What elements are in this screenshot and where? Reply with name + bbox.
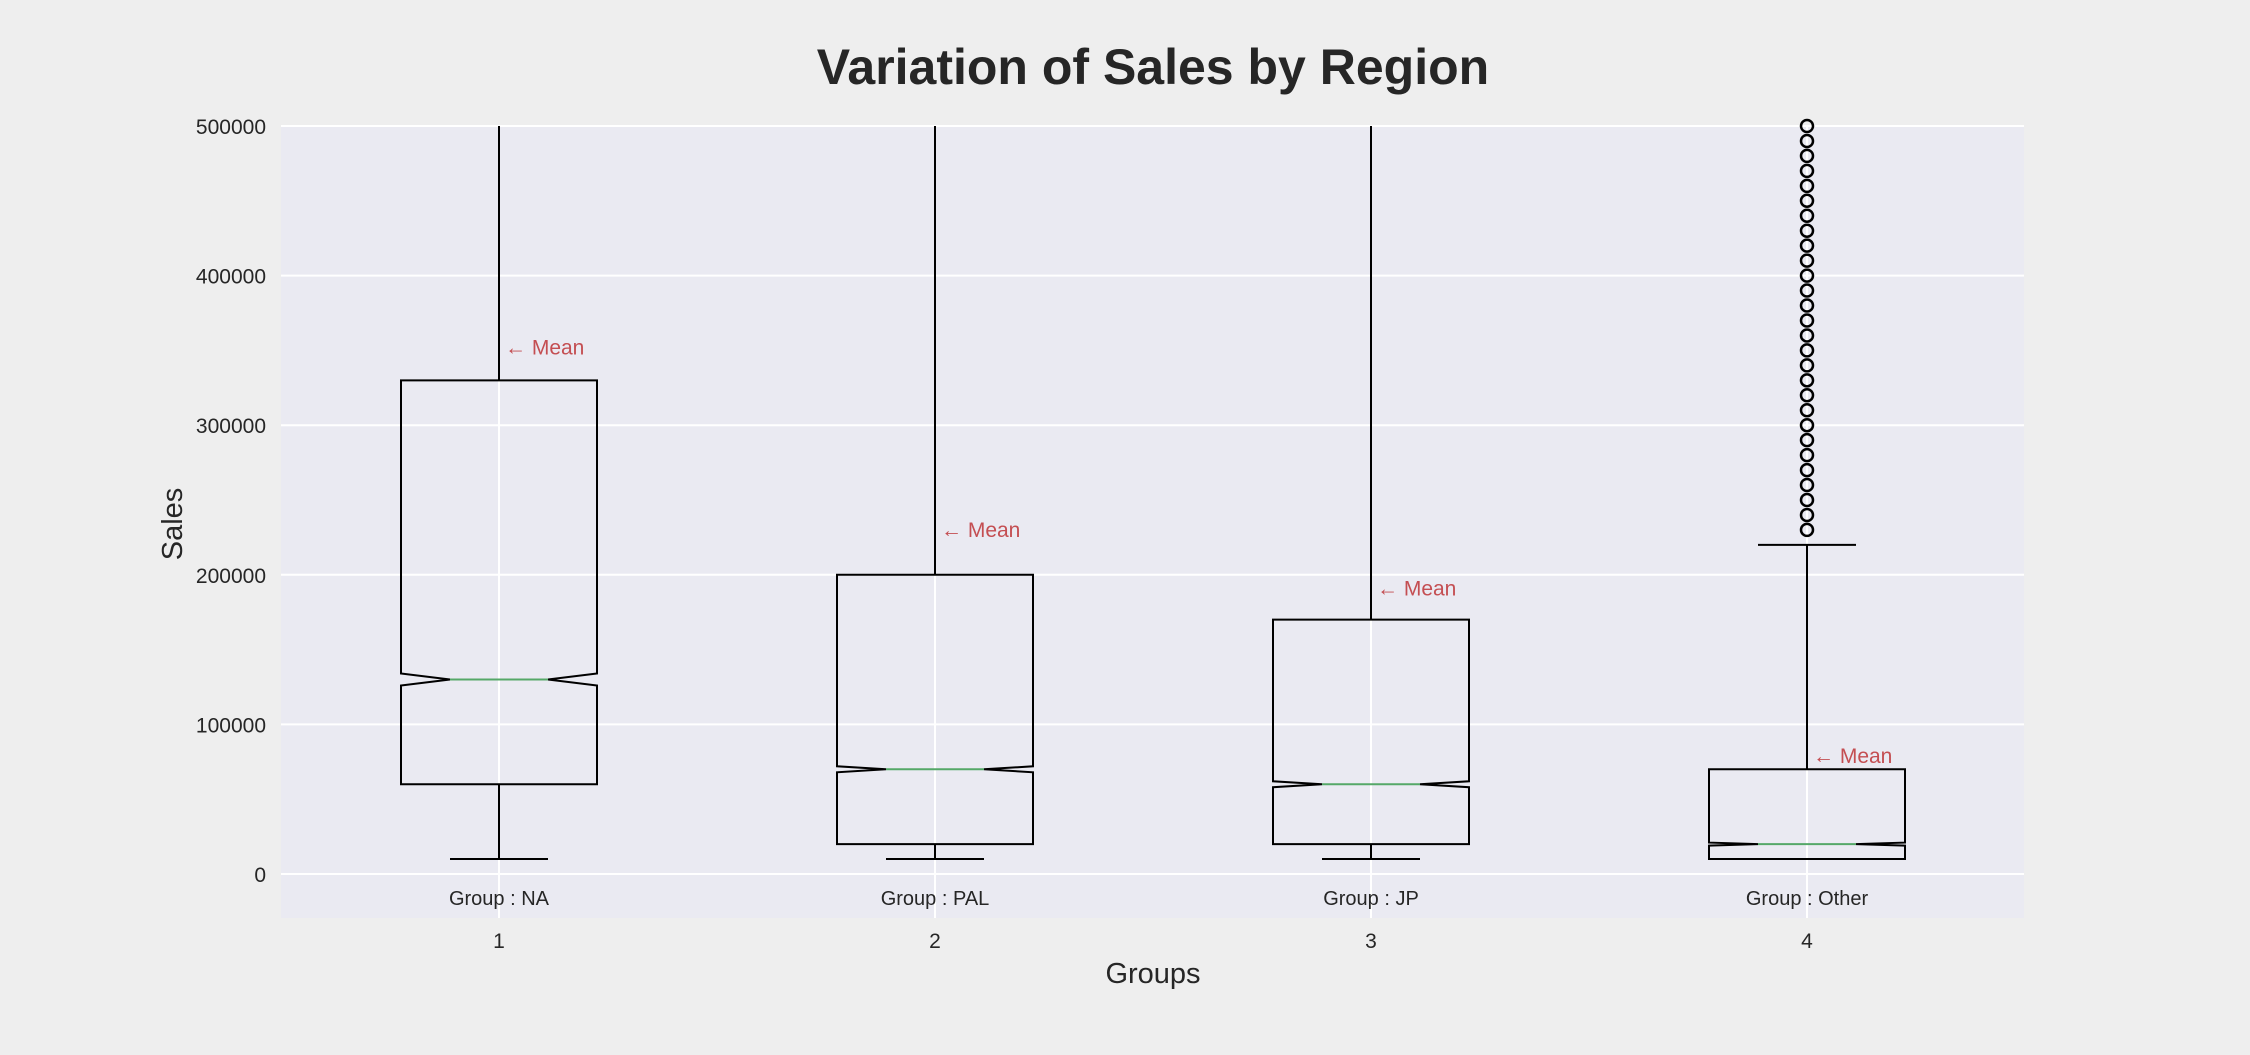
x-axis-label: Groups: [1105, 958, 1200, 990]
x-tick-label: 3: [1365, 930, 1377, 953]
outlier-point: [1799, 268, 1815, 283]
outlier-point: [1799, 402, 1815, 418]
y-tick-label: 200000: [196, 565, 266, 588]
box-body: [400, 379, 598, 786]
mean-annotation: ← Mean: [1813, 745, 1892, 768]
y-tick-label: 400000: [196, 266, 266, 289]
grid-lines: [281, 125, 2024, 918]
outlier-point: [1799, 343, 1815, 358]
outlier-point: [1799, 388, 1815, 403]
y-axis-label: Sales: [157, 488, 189, 561]
box-body: [1272, 618, 1470, 846]
outlier-point: [1799, 253, 1815, 268]
outlier-point: [1799, 118, 1815, 134]
outlier-point: [1799, 507, 1815, 523]
x-tick-labels: Group : NA 1 Group : PAL 2 Group : JP 3 Group …: [449, 888, 1868, 953]
group-label: Group : JP: [1323, 888, 1419, 910]
outlier-point: [1799, 477, 1815, 493]
mean-annotation: ← Mean: [1377, 577, 1456, 600]
outlier-point: [1799, 193, 1815, 209]
group-label: Group : Other: [1746, 888, 1869, 910]
outlier-point: [1799, 447, 1815, 463]
outlier-point: [1799, 462, 1815, 478]
outlier-point: [1799, 163, 1815, 179]
group-label: Group : PAL: [881, 888, 990, 910]
outlier-point: [1799, 208, 1815, 224]
outlier-point: [1799, 522, 1815, 538]
outlier-point: [1799, 283, 1815, 298]
y-tick-label: 0: [254, 864, 266, 887]
x-tick-label: 2: [929, 930, 941, 953]
x-tick-label: 4: [1801, 930, 1813, 953]
outlier-point: [1799, 328, 1815, 343]
outlier-point: [1799, 492, 1815, 508]
plot-area: [281, 126, 2024, 918]
outlier-point: [1799, 148, 1815, 164]
box-body: [836, 573, 1034, 846]
y-tick-label: 500000: [196, 116, 266, 139]
outlier-point: [1799, 178, 1815, 194]
x-tick-label: 1: [493, 930, 505, 953]
group-label: Group : NA: [449, 888, 550, 910]
outlier-point: [1799, 133, 1815, 149]
mean-annotation: ← Mean: [941, 519, 1020, 542]
outlier-point: [1799, 373, 1815, 388]
outlier-point: [1799, 223, 1815, 238]
outlier-point: [1799, 432, 1815, 448]
outlier-point: [1799, 298, 1815, 313]
box-body: [1708, 768, 1906, 861]
outlier-point: [1799, 358, 1815, 373]
y-tick-labels: 0 100000 200000 300000 400000 500000: [196, 116, 266, 887]
outlier-point: [1799, 238, 1815, 253]
outlier-point: [1799, 313, 1815, 328]
mean-annotation: ← Mean: [505, 336, 584, 359]
y-tick-label: 300000: [196, 415, 266, 438]
boxes: ← Mean ← Mean ← Mean ← Mean: [400, 118, 1906, 861]
chart-title: Variation of Sales by Region: [817, 39, 1489, 95]
y-tick-label: 100000: [196, 714, 266, 737]
outlier-point: [1799, 417, 1815, 433]
